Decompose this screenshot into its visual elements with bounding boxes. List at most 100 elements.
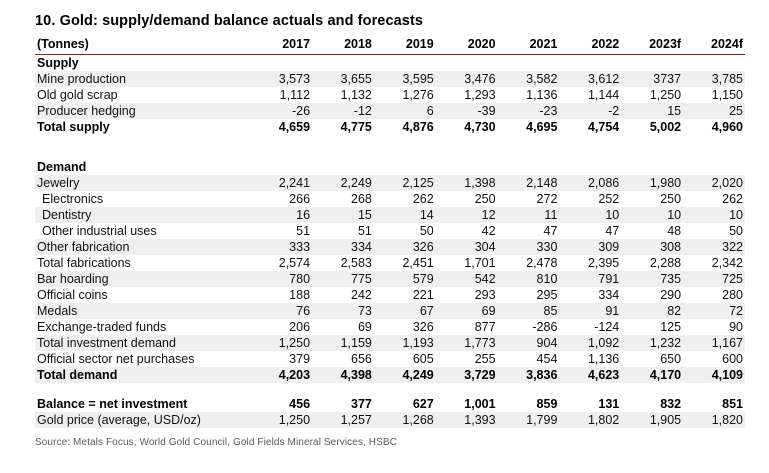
- cell-value: 1,802: [587, 413, 620, 427]
- cell-value: 904: [536, 336, 558, 350]
- table-row: Gold price (average, USD/oz) 1,250 1,257 1,…: [35, 412, 745, 428]
- spacer-cell: [35, 135, 745, 159]
- cell-value: 304: [474, 240, 496, 254]
- cell-value: 3,582: [526, 72, 558, 86]
- cell-value: 15: [667, 104, 682, 118]
- cell-value: 2,125: [402, 176, 434, 190]
- cell-value: 334: [598, 288, 620, 302]
- cell-value: 3,573: [278, 72, 311, 86]
- cell-value: 131: [598, 397, 620, 411]
- cell-value: 1,232: [649, 336, 682, 350]
- cell-value: 48: [667, 224, 682, 238]
- cell-value: 69: [357, 320, 372, 334]
- cell-value: 3,612: [587, 72, 620, 86]
- cell-value: -286: [532, 320, 558, 334]
- cell-value: 73: [357, 304, 372, 318]
- row-label: Mine production: [37, 72, 126, 86]
- column-header-2023f: 2023f: [621, 36, 684, 55]
- cell-value: 4,659: [278, 120, 311, 134]
- cell-value: 4,249: [402, 368, 434, 382]
- table-row: Total fabrications 2,574 2,583 2,451 1,701 2,…: [35, 255, 745, 271]
- row-label: Total supply: [37, 120, 110, 134]
- cell-value: 1,150: [711, 88, 743, 102]
- table-row: Total demand 4,203 4,398 4,249 3,729 3,836 4,6…: [35, 367, 745, 383]
- table-row: Dentistry 16 15 14 12 11 10 10 10: [35, 207, 745, 223]
- row-label: Old gold scrap: [37, 88, 118, 102]
- cell-value: 91: [605, 304, 620, 318]
- cell-value: -2: [608, 104, 620, 118]
- cell-value: 859: [536, 397, 558, 411]
- cell-value: 10: [605, 208, 620, 222]
- cell-value: 377: [351, 397, 372, 411]
- column-header-2021: 2021: [497, 36, 560, 55]
- row-label: Official sector net purchases: [37, 352, 195, 366]
- row-label: Demand: [37, 160, 87, 174]
- unit-label: (Tonnes): [35, 36, 251, 55]
- cell-value: -39: [477, 104, 496, 118]
- row-label: Medals: [37, 304, 78, 318]
- cell-value: 1,193: [402, 336, 434, 350]
- cell-value: 1,250: [278, 413, 311, 427]
- cell-value: 2,395: [587, 256, 620, 270]
- cell-value: 1,250: [649, 88, 682, 102]
- cell-value: 272: [536, 192, 558, 206]
- cell-value: 1,398: [464, 176, 496, 190]
- cell-value: 15: [357, 208, 372, 222]
- cell-value: 266: [289, 192, 311, 206]
- cell-value: 293: [474, 288, 496, 302]
- table-row: Producer hedging -26 -12 6 -39 -23 -2 15 25: [35, 103, 745, 119]
- row-label: Total demand: [37, 368, 118, 382]
- row-label: Jewelry: [37, 176, 80, 190]
- cell-value: 2,288: [649, 256, 682, 270]
- cell-value: 877: [474, 320, 496, 334]
- cell-value: 791: [598, 272, 620, 286]
- cell-value: 1,136: [587, 352, 620, 366]
- cell-value: 326: [412, 240, 434, 254]
- table-row: Electronics 266 268 262 250 272 252 250 262: [35, 191, 745, 207]
- cell-value: 650: [660, 352, 682, 366]
- cell-value: 656: [351, 352, 372, 366]
- header-row: (Tonnes) 2017 2018 2019 2020 2021 2022 2023f 20…: [35, 36, 745, 55]
- column-header-2020: 2020: [435, 36, 498, 55]
- cell-value: 735: [660, 272, 682, 286]
- table-row: Mine production 3,573 3,655 3,595 3,476 3,582…: [35, 71, 745, 87]
- cell-value: 1,159: [340, 336, 372, 350]
- row-label: Electronics: [42, 192, 104, 206]
- cell-value: 330: [536, 240, 558, 254]
- column-header-2024f: 2024f: [683, 36, 745, 55]
- row-label: Bar hoarding: [37, 272, 109, 286]
- cell-value: 725: [722, 272, 743, 286]
- table-row: Total supply 4,659 4,775 4,876 4,730 4,695 4,7…: [35, 119, 745, 135]
- cell-value: 4,775: [340, 120, 372, 134]
- cell-value: 3,655: [340, 72, 372, 86]
- spacer-row: [35, 383, 745, 396]
- cell-value: 1,132: [340, 88, 372, 102]
- cell-value: 1,167: [711, 336, 743, 350]
- cell-value: 290: [660, 288, 682, 302]
- row-label: Total investment demand: [37, 336, 176, 350]
- cell-value: 1,001: [464, 397, 496, 411]
- cell-value: 1,268: [402, 413, 434, 427]
- cell-value: 1,799: [526, 413, 558, 427]
- cell-value: -12: [353, 104, 372, 118]
- cell-value: 67: [419, 304, 434, 318]
- cell-value: 50: [729, 224, 743, 238]
- cell-value: 16: [296, 208, 311, 222]
- column-header-2018: 2018: [312, 36, 374, 55]
- cell-value: 221: [412, 288, 434, 302]
- cell-value: 2,148: [526, 176, 558, 190]
- cell-value: 188: [289, 288, 311, 302]
- table-title: 10. Gold: supply/demand balance actuals …: [35, 13, 424, 29]
- cell-value: 250: [474, 192, 496, 206]
- cell-value: 1,905: [649, 413, 682, 427]
- cell-value: 454: [536, 352, 558, 366]
- cell-value: 69: [481, 304, 496, 318]
- table-row: Total investment demand 1,250 1,159 1,193 1,…: [35, 335, 745, 351]
- cell-value: 775: [351, 272, 372, 286]
- cell-value: 4,109: [711, 368, 743, 382]
- cell-value: 10: [667, 208, 682, 222]
- cell-value: 1,773: [464, 336, 496, 350]
- cell-value: 250: [660, 192, 682, 206]
- cell-value: 1,393: [464, 413, 496, 427]
- spacer-cell: [35, 383, 745, 396]
